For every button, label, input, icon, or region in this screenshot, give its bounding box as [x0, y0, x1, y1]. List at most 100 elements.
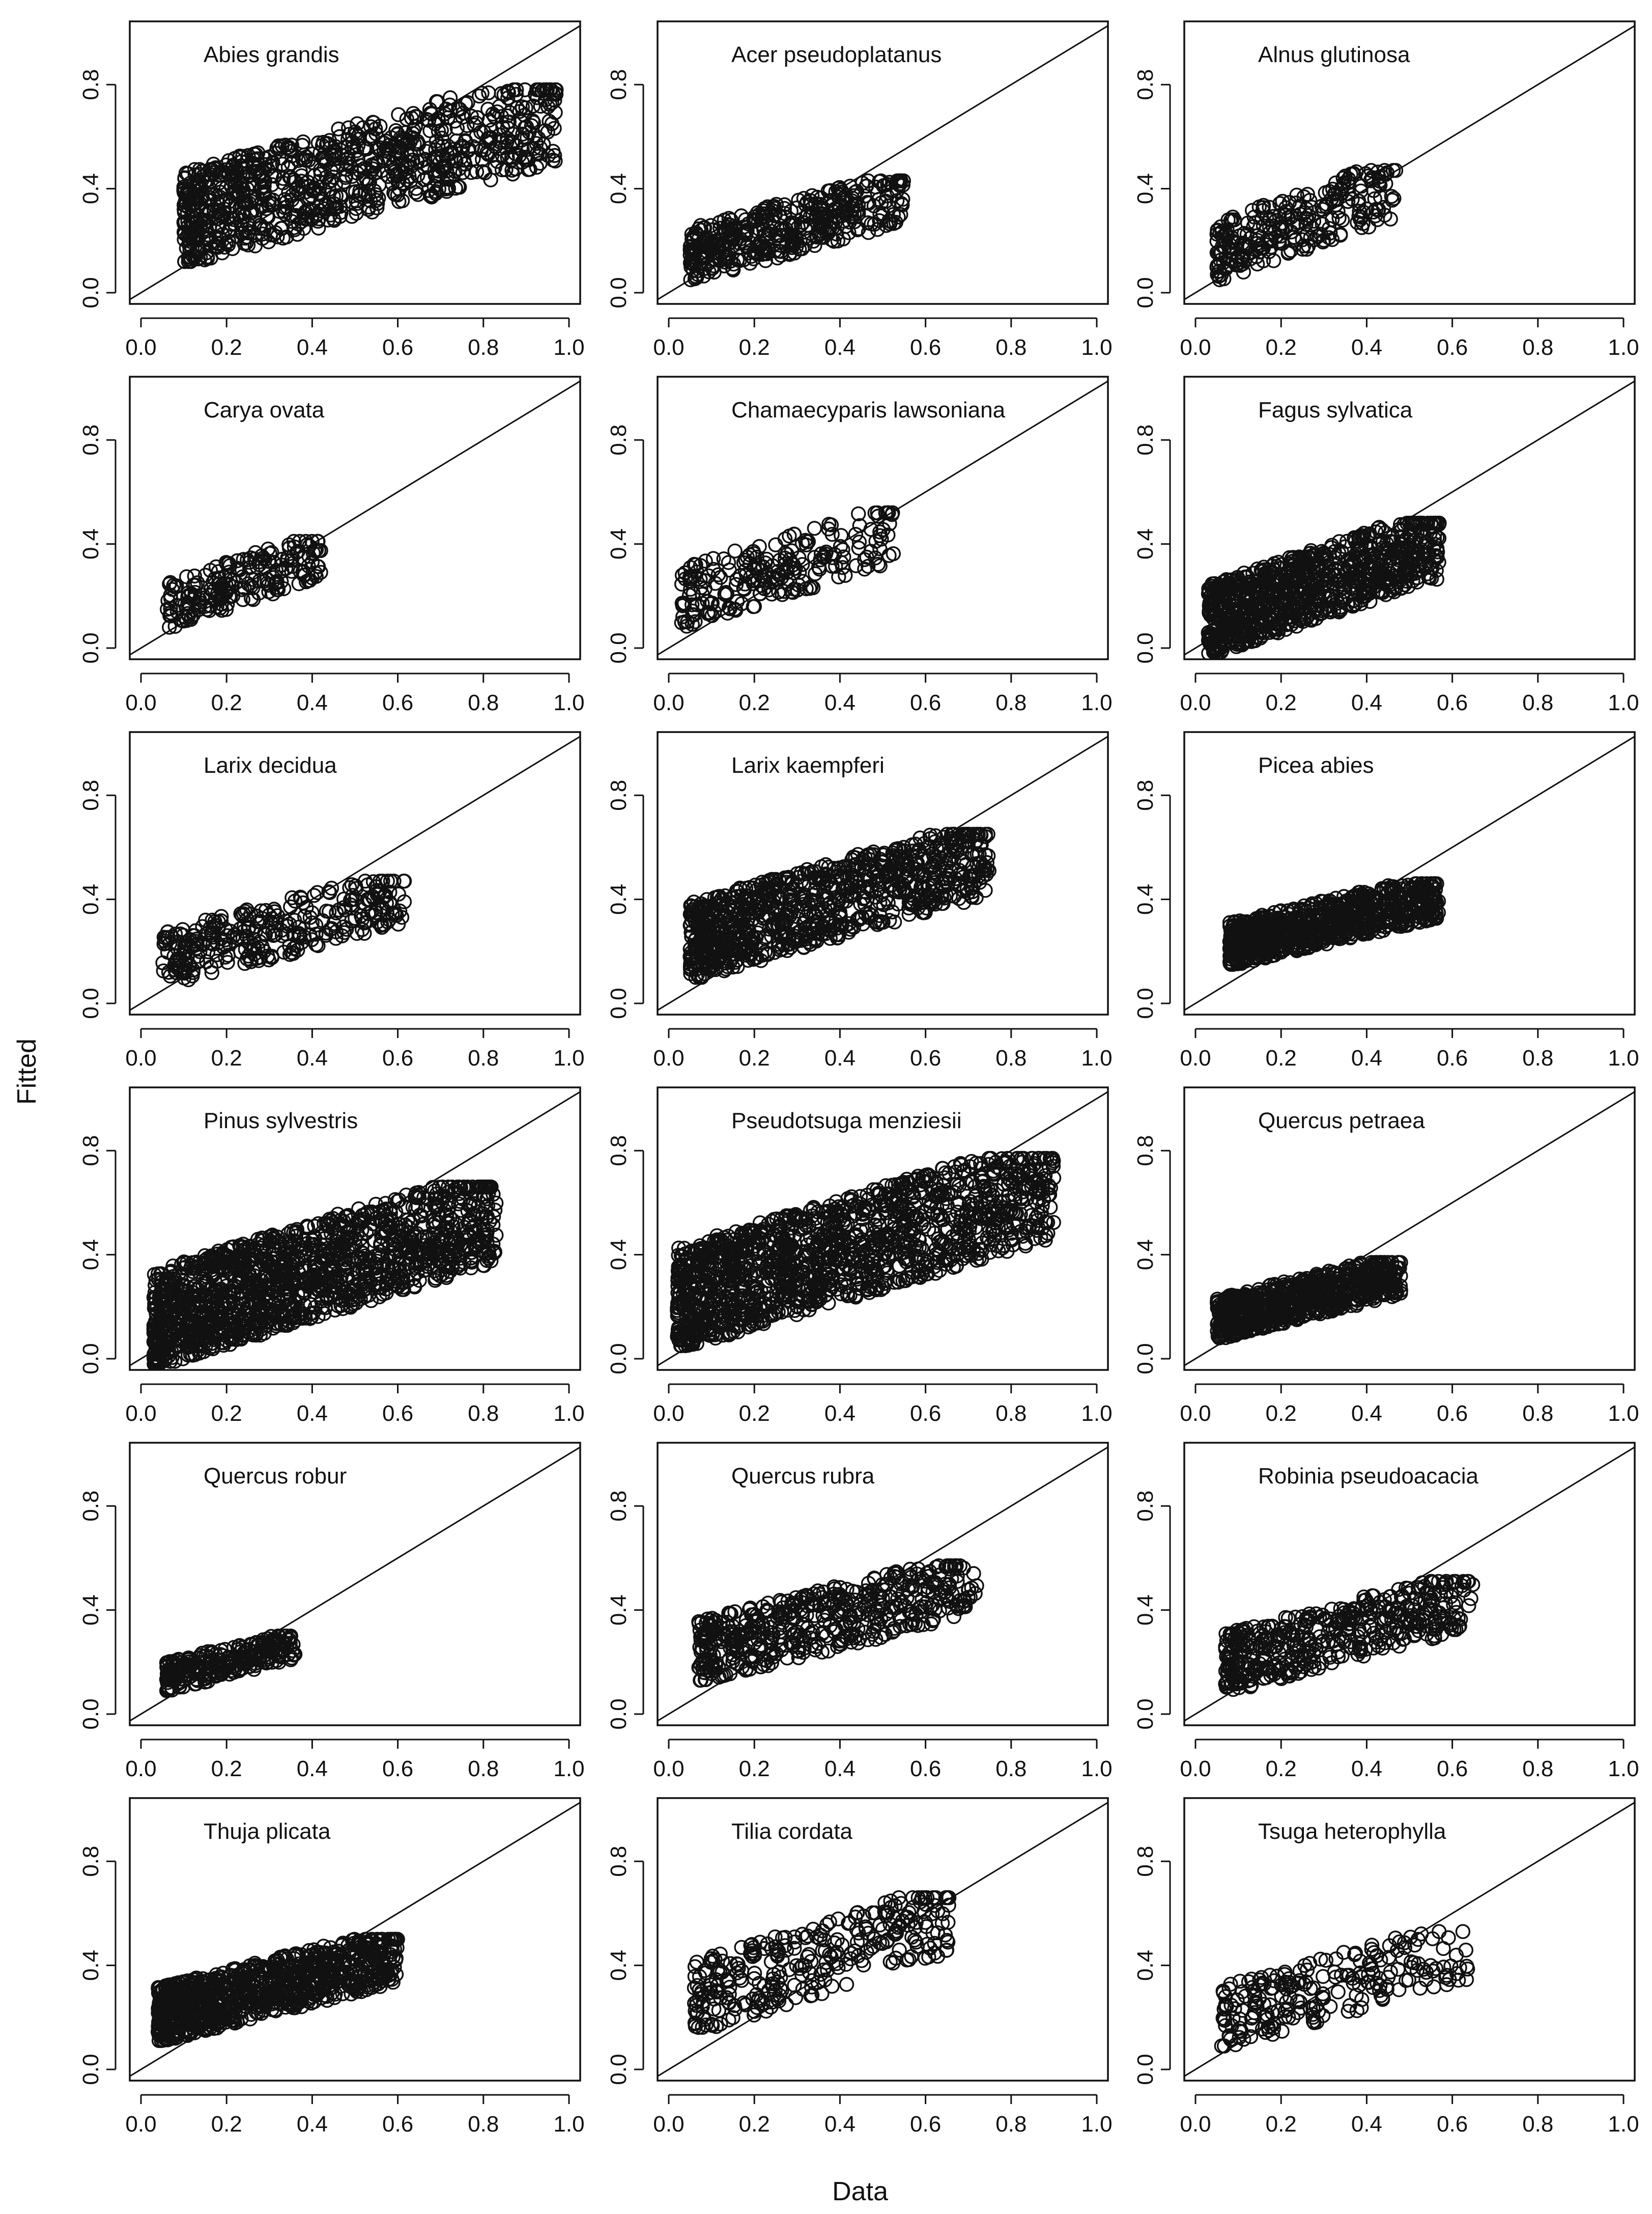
data-point [502, 105, 518, 120]
data-point [800, 534, 815, 549]
data-point [822, 931, 838, 946]
y-tick-label: 0.0 [1133, 632, 1158, 663]
data-point [239, 929, 254, 944]
data-point [712, 253, 727, 268]
data-point [545, 152, 561, 168]
data-point [1353, 212, 1368, 227]
data-point [738, 552, 753, 568]
y-axis: 0.00.40.8 [78, 425, 117, 664]
data-point [885, 505, 900, 520]
data-point [167, 927, 183, 942]
data-point [791, 577, 806, 593]
data-point [811, 227, 827, 242]
data-point [685, 949, 700, 965]
data-point [545, 86, 561, 101]
data-point [690, 904, 706, 920]
data-point [824, 220, 840, 236]
x-axis: 0.0 0.2 0.4 0.6 0.8 1.0 [1180, 672, 1639, 715]
data-point [282, 916, 297, 932]
data-point [276, 581, 292, 597]
data-point [370, 196, 385, 211]
x-tick-label: 0.8 [995, 335, 1027, 360]
data-point [260, 576, 275, 591]
data-point [327, 213, 342, 228]
data-point [200, 602, 215, 617]
data-point [400, 172, 415, 187]
data-point [1279, 617, 1295, 632]
x-tick-label: 0.6 [382, 690, 413, 715]
data-point [828, 184, 843, 200]
x-tick-label: 1.0 [1081, 1046, 1112, 1071]
data-point [784, 238, 800, 253]
data-point [881, 548, 897, 563]
data-point [434, 123, 449, 138]
data-point [448, 153, 464, 168]
data-points [1201, 515, 1447, 659]
data-point [1291, 601, 1306, 616]
data-point [1224, 212, 1240, 228]
data-point [275, 171, 291, 186]
data-point [754, 236, 770, 251]
data-point [767, 945, 782, 960]
data-point [748, 930, 763, 945]
data-point [1359, 201, 1375, 217]
data-point [697, 581, 713, 597]
data-point [266, 554, 281, 570]
data-point [167, 579, 183, 595]
data-point [393, 140, 408, 156]
data-point [682, 571, 698, 586]
data-point [821, 517, 837, 532]
x-axis: 0.0 0.2 0.4 0.6 0.8 1.0 [125, 672, 585, 715]
data-point [795, 896, 811, 912]
x-axis: 0.0 0.2 0.4 0.6 0.8 1.0 [1180, 317, 1639, 360]
data-point [682, 242, 698, 258]
data-point [772, 873, 787, 888]
data-point [237, 956, 252, 971]
data-point [422, 188, 438, 204]
data-point [178, 939, 193, 955]
data-point [469, 128, 484, 144]
data-point [850, 222, 866, 238]
data-point [1281, 610, 1296, 625]
x-tick-label: 1.0 [1608, 690, 1639, 715]
y-tick-label: 0.8 [1133, 69, 1158, 100]
data-point [1294, 553, 1309, 569]
data-point [307, 182, 323, 198]
data-point [540, 148, 556, 163]
data-point [458, 156, 473, 172]
data-point [214, 603, 230, 618]
data-point [329, 905, 344, 920]
data-point [957, 827, 973, 842]
data-point [264, 948, 279, 964]
data-point [396, 894, 412, 910]
data-point [261, 577, 276, 593]
data-point [736, 219, 752, 235]
data-point [1290, 218, 1305, 233]
data-point [441, 181, 457, 196]
data-point [544, 95, 559, 110]
data-point [1425, 518, 1440, 534]
reference-line [658, 735, 1108, 1012]
data-point [738, 881, 754, 896]
data-point [1382, 550, 1398, 566]
y-tick-label: 0.0 [78, 277, 103, 308]
data-point [1275, 941, 1290, 957]
data-point [859, 549, 874, 565]
data-point [493, 134, 508, 150]
x-tick-label: 0.4 [824, 690, 856, 715]
data-point [177, 171, 192, 186]
data-point [915, 905, 930, 920]
x-tick-label: 0.2 [211, 335, 242, 360]
data-point [778, 927, 793, 942]
data-point [785, 584, 801, 600]
data-point [267, 576, 282, 592]
data-point [1352, 542, 1368, 557]
x-tick-label: 0.8 [995, 690, 1027, 715]
data-point [831, 569, 846, 585]
panel-title: Larix kaempferi [731, 753, 885, 778]
data-point [716, 235, 731, 251]
data-point [833, 528, 849, 543]
data-point [1375, 584, 1390, 600]
